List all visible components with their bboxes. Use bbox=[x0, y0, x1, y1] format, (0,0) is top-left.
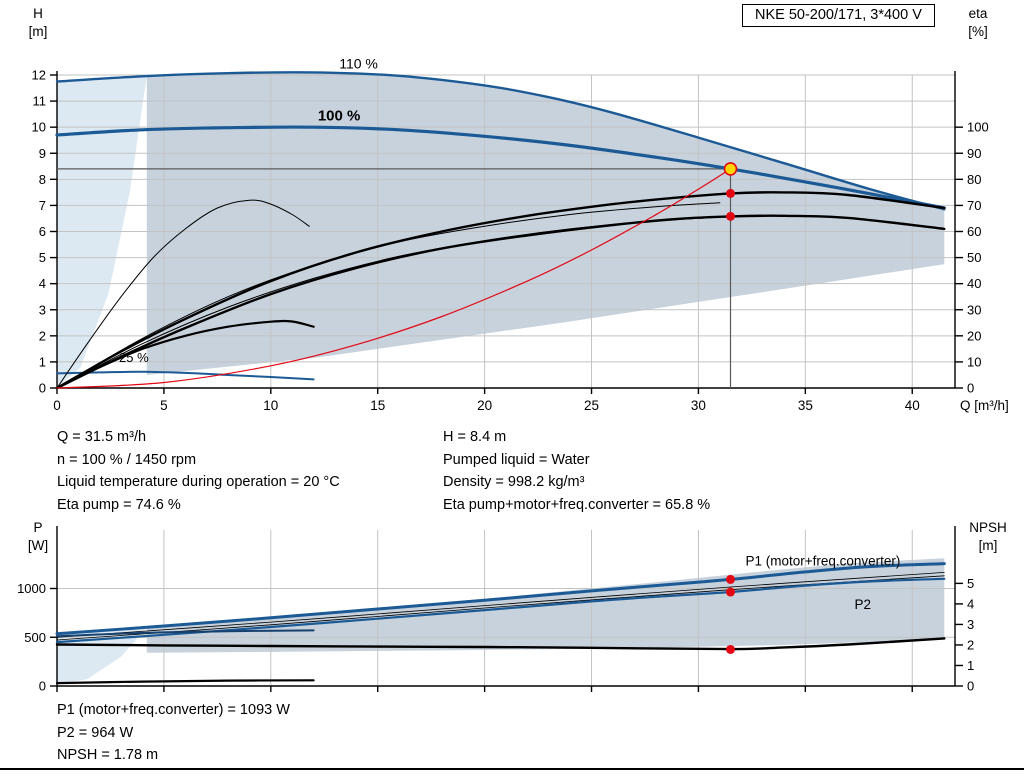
summary-line-eta-total: Eta pump+motor+freq.converter = 65.8 % bbox=[443, 496, 711, 513]
y-left-tick-label: 6 bbox=[39, 224, 46, 239]
x-tick-label: 15 bbox=[370, 398, 385, 413]
y-right-tick-label: 40 bbox=[967, 276, 981, 291]
y-right-tick-label: 0 bbox=[967, 381, 974, 396]
x-axis-unit-label: Q [m³/h] bbox=[960, 398, 1009, 413]
summary-line-p1: P1 (motor+freq.converter) = 1093 W bbox=[57, 702, 290, 718]
y-right-tick-label: 50 bbox=[967, 250, 981, 265]
curve-25pct bbox=[56, 370, 315, 381]
p1-curve bbox=[55, 562, 946, 636]
y-left-tick-label: 7 bbox=[39, 198, 46, 213]
x-tick-label: 0 bbox=[53, 398, 61, 413]
eta-low-speed-curve bbox=[55, 319, 315, 390]
summary-line-q: Q = 31.5 m³/h bbox=[57, 429, 147, 445]
y-left-axis-label: P bbox=[33, 520, 42, 535]
y-right-tick-label: 80 bbox=[967, 172, 981, 187]
y-left-tick-label: 500 bbox=[24, 630, 46, 645]
y-right-tick-label: 5 bbox=[967, 576, 974, 591]
duty-summary-left: Q = 31.5 m³/h n = 100 % / 1450 rpm Liqui… bbox=[57, 426, 340, 516]
y-left-axis-label: H bbox=[33, 6, 43, 21]
y-left-tick-label: 1000 bbox=[17, 581, 46, 596]
curve-110pct bbox=[55, 71, 946, 211]
label-p1: P1 (motor+freq.converter) bbox=[745, 554, 900, 569]
x-tick-label: 25 bbox=[584, 398, 599, 413]
y-right-tick-label: 10 bbox=[967, 354, 981, 369]
y-left-axis-label: [m] bbox=[29, 24, 48, 39]
y-left-tick-label: 9 bbox=[39, 146, 46, 161]
y-right-tick-label: 2 bbox=[967, 637, 974, 652]
p2-point[interactable] bbox=[726, 587, 735, 597]
eta-pump-point[interactable] bbox=[726, 188, 735, 198]
y-left-tick-label: 12 bbox=[32, 68, 46, 83]
y-left-tick-label: 0 bbox=[39, 679, 46, 694]
y-left-tick-label: 4 bbox=[39, 276, 46, 291]
y-left-tick-label: 3 bbox=[39, 302, 46, 317]
y-left-tick-label: 2 bbox=[39, 328, 46, 343]
eta-total-curve bbox=[55, 214, 946, 390]
summary-line-speed: n = 100 % / 1450 rpm bbox=[57, 451, 197, 468]
x-tick-label: 20 bbox=[477, 398, 492, 413]
label-100pct: 100 % bbox=[318, 108, 361, 125]
y-right-tick-label: 4 bbox=[967, 596, 974, 611]
eta-total-point[interactable] bbox=[726, 211, 735, 221]
y-right-tick-label: 100 bbox=[967, 120, 989, 135]
x-tick-label: 10 bbox=[263, 398, 278, 413]
y-right-axis-label: NPSH bbox=[969, 520, 1007, 535]
y-right-tick-label: 0 bbox=[967, 679, 974, 694]
operating-envelope bbox=[146, 72, 945, 376]
y-right-axis-label: eta bbox=[969, 6, 988, 21]
y-right-tick-label: 90 bbox=[967, 146, 981, 161]
duty-point-marker[interactable] bbox=[723, 162, 738, 176]
y-right-axis-label: [%] bbox=[968, 24, 988, 39]
eta-aux-curve-1 bbox=[56, 202, 721, 389]
y-right-tick-label: 70 bbox=[967, 198, 981, 213]
footer-divider bbox=[0, 768, 1024, 770]
p1-low-speed-curve bbox=[56, 629, 315, 638]
y-right-tick-label: 1 bbox=[967, 658, 974, 673]
pump-model-title: NKE 50-200/171, 3*400 V bbox=[742, 4, 935, 27]
label-p2: P2 bbox=[855, 597, 872, 612]
y-left-tick-label: 0 bbox=[39, 381, 46, 396]
y-right-tick-label: 3 bbox=[967, 617, 974, 632]
y-right-tick-label: 20 bbox=[967, 328, 981, 343]
y-right-tick-label: 60 bbox=[967, 224, 981, 239]
system-curve bbox=[56, 168, 732, 389]
npsh-curve bbox=[55, 637, 946, 651]
y-left-tick-label: 1 bbox=[39, 354, 46, 369]
summary-line-eta-pump: Eta pump = 74.6 % bbox=[57, 496, 181, 513]
y-left-tick-label: 8 bbox=[39, 172, 46, 187]
p1-point[interactable] bbox=[726, 574, 735, 584]
label-25pct: 25 % bbox=[119, 350, 149, 365]
y-right-tick-label: 30 bbox=[967, 302, 981, 317]
y-left-tick-label: 10 bbox=[32, 120, 46, 135]
duty-summary-right: H = 8.4 m Pumped liquid = Water Density … bbox=[443, 426, 710, 516]
label-110pct: 110 % bbox=[339, 55, 378, 71]
summary-line-temperature: Liquid temperature during operation = 20… bbox=[57, 474, 340, 490]
x-tick-label: 5 bbox=[160, 398, 168, 413]
summary-line-npsh: NPSH = 1.78 m bbox=[57, 747, 159, 763]
summary-line-density: Density = 998.2 kg/m³ bbox=[443, 474, 585, 490]
y-right-axis-label: [m] bbox=[979, 538, 998, 553]
power-summary: P1 (motor+freq.converter) = 1093 W P2 = … bbox=[57, 699, 290, 767]
x-tick-label: 30 bbox=[691, 398, 706, 413]
x-tick-label: 35 bbox=[798, 398, 813, 413]
summary-line-liquid: Pumped liquid = Water bbox=[443, 451, 590, 468]
summary-line-p2: P2 = 964 W bbox=[57, 724, 134, 741]
eta-25pct-curve bbox=[56, 199, 310, 389]
p-aux-curve-1 bbox=[56, 572, 945, 638]
power-npsh-chart[interactable]: 0 500 1000 0 1 2 3 4 5 P [W] NPSH [m] P1 (motor+freq.… bbox=[0, 518, 1024, 703]
y-left-tick-label: 5 bbox=[39, 250, 46, 265]
curve-100pct bbox=[55, 125, 946, 210]
y-left-tick-label: 11 bbox=[33, 94, 47, 109]
npsh-point[interactable] bbox=[726, 644, 735, 654]
eta-pump-curve bbox=[55, 191, 946, 390]
eta-aux-curve-2 bbox=[56, 216, 721, 389]
summary-line-head: H = 8.4 m bbox=[443, 429, 507, 445]
x-tick-label: 40 bbox=[905, 398, 920, 413]
npsh-low-speed-curve bbox=[55, 679, 315, 685]
y-left-axis-label: [W] bbox=[28, 538, 48, 553]
